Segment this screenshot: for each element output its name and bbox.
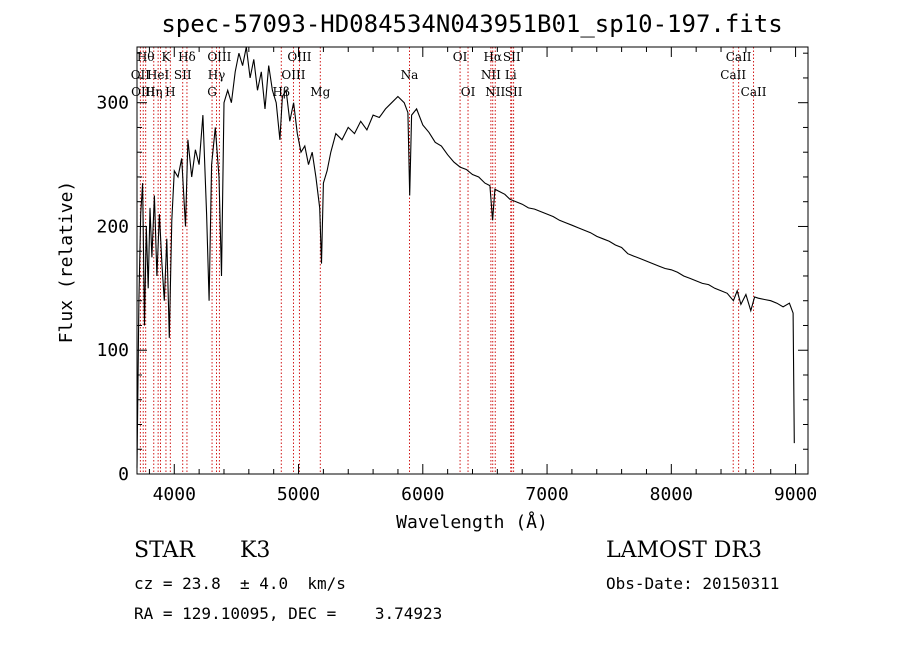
line-label-3: Hη [145,85,163,99]
line-label-12: OIII [207,50,231,64]
line-label-7: H [165,85,175,99]
line-label-0: OII [131,68,151,82]
line-label-14: OIII [281,68,305,82]
line-label-8: SII [174,68,192,82]
survey-name: LAMOST DR3 [606,538,762,563]
x-tick-label-8000: 8000 [650,484,693,505]
line-label-13: Hβ [273,85,290,99]
axis-ticks: 4000 5000 6000 7000 8000 9000 0 100 200 300 [96,47,817,505]
spectral-line-markers [139,47,755,474]
chart-title: spec-57093-HD084534N043951B01_sp10-197.f… [161,10,782,38]
line-label-1: OIII [131,85,155,99]
x-tick-label-9000: 9000 [774,484,817,505]
line-label-26: CaII [720,68,746,82]
line-label-16: Mg [310,85,330,99]
line-label-17: Na [401,68,419,82]
line-label-11: Hγ [208,68,226,82]
spectrum-plot: spec-57093-HD084534N043951B01_sp10-197.f… [56,10,817,533]
line-label-15: OIII [287,50,311,64]
line-label-9: Hδ [178,50,196,64]
object-subclass: K3 [240,538,271,563]
coordinates: RA = 129.10095, DEC = 3.74923 [134,604,443,623]
line-label-6: K [161,50,171,64]
line-label-27: CaII [726,50,752,64]
line-label-21: Hα [483,50,502,64]
line-label-23: Li [505,68,517,82]
line-label-4: HeI [147,68,170,82]
x-tick-label-7000: 7000 [525,484,568,505]
y-axis-label: Flux (relative) [56,181,77,344]
spectral-line-labels: OII OIII Hθ Hη HeI K H SII Hδ G Hγ OIII Hβ OIII OIII Mg… [131,50,767,99]
plot-frame [136,46,809,475]
line-label-2: Hθ [137,50,155,64]
object-class: STAR [134,538,195,563]
y-tick-label-0: 0 [118,464,129,485]
line-label-19: OI [461,85,476,99]
line-label-28: CaII [741,85,767,99]
y-tick-label-300: 300 [96,93,129,114]
x-tick-label-6000: 6000 [401,484,444,505]
y-tick-label-100: 100 [96,340,129,361]
observation-date: Obs-Date: 20150311 [606,574,780,593]
line-label-25: SII [505,85,523,99]
line-label-22: NII [485,85,505,99]
spectrum-series-line [136,46,795,468]
line-label-10: G [207,85,217,99]
redshift-value: cz = 23.8 ± 4.0 km/s [134,574,346,593]
line-label-18: OI [453,50,468,64]
x-tick-label-4000: 4000 [153,484,196,505]
x-axis-label: Wavelength (Å) [396,511,548,533]
x-tick-label-5000: 5000 [277,484,320,505]
y-tick-label-200: 200 [96,216,129,237]
line-label-24: SII [503,50,521,64]
line-label-20: NII [481,68,501,82]
